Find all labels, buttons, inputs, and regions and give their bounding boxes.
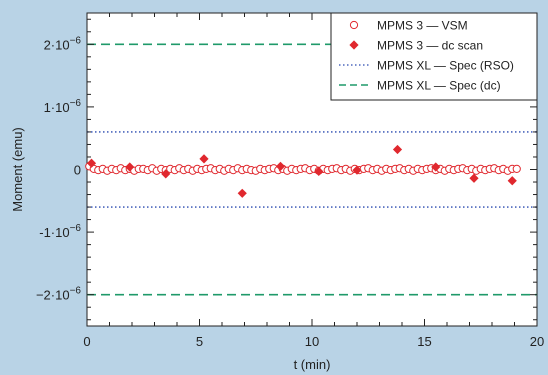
dc-scan-point [469, 173, 479, 183]
legend-swatch-vsm [349, 20, 359, 30]
x-axis-label: t (min) [294, 357, 331, 372]
dc-scan-point [314, 166, 324, 176]
dc-scan-point [431, 162, 441, 172]
y-tick-label: -1·10−6 [39, 223, 81, 240]
legend-label: MPMS 3 — dc scan [377, 39, 483, 53]
legend-label: MPMS XL — Spec (RSO) [377, 59, 514, 73]
legend-label: MPMS 3 — VSM [377, 19, 468, 33]
legend-label: MPMS XL — Spec (dc) [377, 79, 501, 93]
data-marks [85, 144, 521, 198]
legend-swatch-dc [349, 40, 359, 50]
x-tick-label: 15 [417, 334, 431, 349]
vsm-point [512, 164, 521, 173]
x-tick-label: 20 [530, 334, 544, 349]
y-tick-label: 2·10−6 [44, 35, 82, 52]
y-tick-label: −2·10−6 [36, 286, 81, 303]
dc-scan-point [125, 162, 135, 172]
dc-scan-point [392, 144, 403, 155]
dc-scan-point [352, 165, 362, 175]
x-tick-label: 5 [196, 334, 203, 349]
dc-scan-point [199, 154, 209, 164]
y-axis-label: Moment (emu) [10, 127, 25, 212]
axis-ticks: 0 5 10 15 20 2·10−6 1·10−6 0 -1·10−6 −2·10−6 [36, 13, 544, 349]
y-tick-label: 1·10−6 [44, 98, 82, 115]
x-tick-label: 0 [83, 334, 90, 349]
legend: MPMS 3 — VSM MPMS 3 — dc scan MPMS XL — Sp… [330, 12, 538, 101]
spec-lines [87, 43, 537, 296]
dc-scan-point [507, 176, 517, 186]
dc-scan-point [237, 188, 247, 198]
dc-scan-point [161, 169, 171, 179]
y-tick-label: 0 [74, 163, 81, 178]
dc-scan-point [275, 161, 286, 171]
dc-scan-point [86, 158, 97, 168]
x-tick-label: 10 [305, 334, 319, 349]
